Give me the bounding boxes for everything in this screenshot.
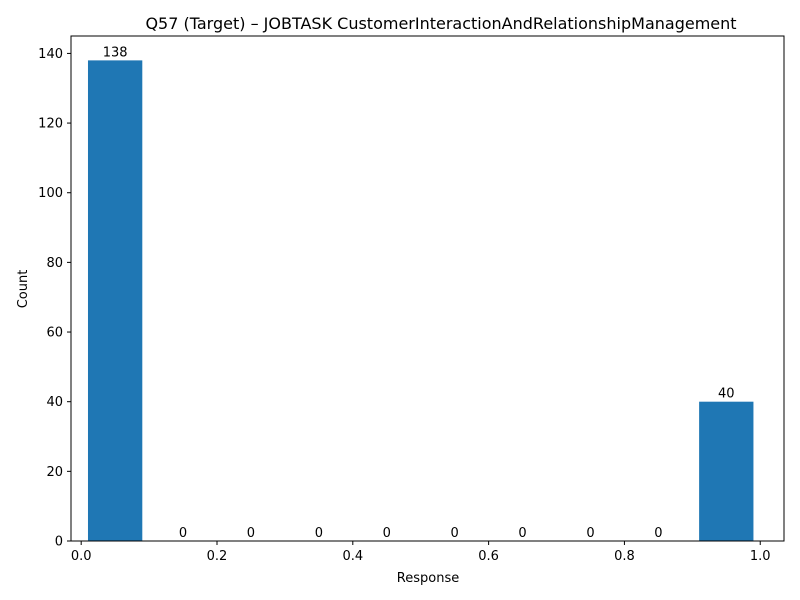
- y-tick-label-7: 140: [38, 47, 63, 62]
- bar-label-0: 138: [103, 45, 128, 60]
- chart-title: Q57 (Target) – JOBTASK CustomerInteracti…: [145, 14, 736, 33]
- y-tick-label-1: 20: [46, 465, 63, 480]
- bar-label-2: 0: [247, 526, 255, 541]
- y-tick-label-0: 0: [55, 535, 63, 550]
- y-tick-label-3: 60: [46, 326, 63, 341]
- bar-9: [699, 401, 754, 541]
- bar-label-4: 0: [383, 526, 391, 541]
- y-tick-label-5: 100: [38, 186, 63, 201]
- y-axis-label: Count: [16, 270, 31, 309]
- y-tick-label-6: 120: [38, 117, 63, 132]
- y-tick-label-2: 40: [46, 395, 63, 410]
- bar-label-3: 0: [315, 526, 323, 541]
- bar-0: [87, 60, 143, 542]
- x-tick-label-2: 0.4: [342, 549, 363, 564]
- bar-label-6: 0: [518, 526, 526, 541]
- x-axis-ticks: 0.0 0.2 0.4 0.6 0.8 1.0: [71, 541, 771, 564]
- x-tick-label-1: 0.2: [207, 549, 228, 564]
- x-tick-label-4: 0.8: [614, 549, 635, 564]
- bars-group: [87, 60, 754, 542]
- x-tick-label-5: 1.0: [750, 549, 771, 564]
- bar-label-7: 0: [586, 526, 594, 541]
- y-axis-ticks: 0 20 40 60 80 100 120 140: [38, 47, 71, 550]
- x-tick-label-3: 0.6: [478, 549, 499, 564]
- bar-label-8: 0: [654, 526, 662, 541]
- y-tick-label-4: 80: [46, 256, 63, 271]
- x-tick-label-0: 0.0: [71, 549, 92, 564]
- plot-frame: [70, 35, 785, 542]
- bar-label-1: 0: [179, 526, 187, 541]
- bar-labels-group: 138 0 0 0 0 0 0 0 0 40: [103, 45, 735, 541]
- bar-label-5: 0: [451, 526, 459, 541]
- bar-label-9: 40: [718, 387, 735, 402]
- x-axis-label: Response: [397, 571, 459, 586]
